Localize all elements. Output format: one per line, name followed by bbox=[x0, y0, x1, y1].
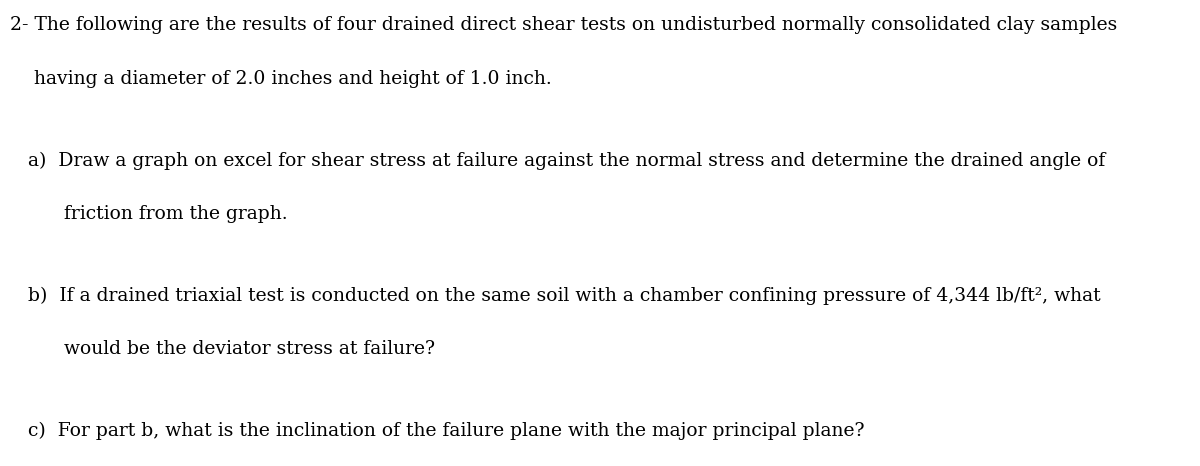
Text: would be the deviator stress at failure?: would be the deviator stress at failure? bbox=[10, 340, 434, 358]
Text: c)  For part b, what is the inclination of the failure plane with the major prin: c) For part b, what is the inclination o… bbox=[10, 422, 864, 440]
Text: a)  Draw a graph on excel for shear stress at failure against the normal stress : a) Draw a graph on excel for shear stres… bbox=[10, 151, 1105, 170]
Text: friction from the graph.: friction from the graph. bbox=[10, 205, 287, 223]
Text: having a diameter of 2.0 inches and height of 1.0 inch.: having a diameter of 2.0 inches and heig… bbox=[10, 70, 551, 88]
Text: 2- The following are the results of four drained direct shear tests on undisturb: 2- The following are the results of four… bbox=[10, 16, 1117, 34]
Text: b)  If a drained triaxial test is conducted on the same soil with a chamber conf: b) If a drained triaxial test is conduct… bbox=[10, 287, 1100, 305]
